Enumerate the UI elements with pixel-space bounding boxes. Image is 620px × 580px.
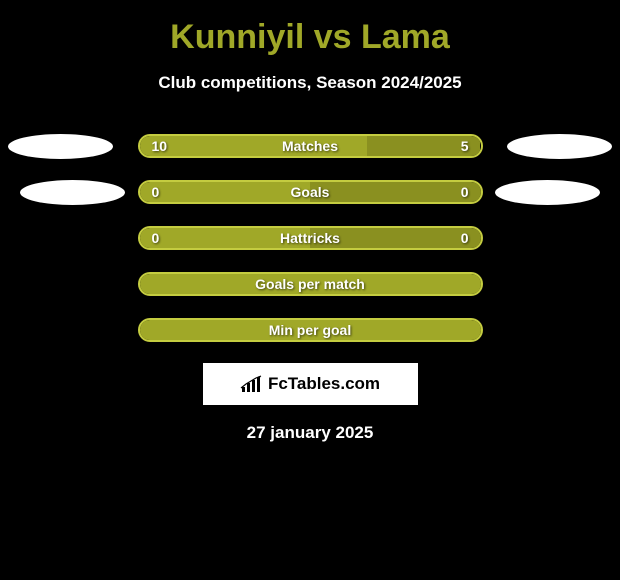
row-goals-per-match: Goals per match — [0, 261, 620, 307]
bar-goals-per-match: Goals per match — [138, 272, 483, 296]
bar-goals: 0 Goals 0 — [138, 180, 483, 204]
ellipse-right-goals — [495, 180, 600, 205]
footer-logo: FcTables.com — [240, 374, 380, 394]
label-goals-per-match: Goals per match — [255, 276, 365, 292]
label-min-per-goal: Min per goal — [269, 322, 351, 338]
value-right-goals: 0 — [461, 184, 469, 200]
comparison-chart: 10 Matches 5 0 Goals 0 0 Hattricks 0 Goa… — [0, 123, 620, 353]
page-title: Kunniyil vs Lama — [0, 0, 620, 57]
label-matches: Matches — [282, 138, 338, 154]
footer-brand-box: FcTables.com — [203, 363, 418, 405]
bar-left-goals — [140, 182, 311, 202]
ellipse-right-matches — [507, 134, 612, 159]
row-matches: 10 Matches 5 — [0, 123, 620, 169]
bar-matches: 10 Matches 5 — [138, 134, 483, 158]
row-min-per-goal: Min per goal — [0, 307, 620, 353]
page-subtitle: Club competitions, Season 2024/2025 — [0, 73, 620, 93]
footer-brand-text: FcTables.com — [268, 374, 380, 394]
value-left-goals: 0 — [152, 184, 160, 200]
row-hattricks: 0 Hattricks 0 — [0, 215, 620, 261]
chart-icon — [240, 375, 262, 393]
row-goals: 0 Goals 0 — [0, 169, 620, 215]
value-right-hattricks: 0 — [461, 230, 469, 246]
bar-right-goals — [310, 182, 481, 202]
label-hattricks: Hattricks — [280, 230, 340, 246]
value-left-matches: 10 — [152, 138, 168, 154]
bar-min-per-goal: Min per goal — [138, 318, 483, 342]
label-goals: Goals — [291, 184, 330, 200]
ellipse-left-matches — [8, 134, 113, 159]
value-right-matches: 5 — [461, 138, 469, 154]
bar-hattricks: 0 Hattricks 0 — [138, 226, 483, 250]
date-text: 27 january 2025 — [0, 423, 620, 443]
ellipse-left-goals — [20, 180, 125, 205]
value-left-hattricks: 0 — [152, 230, 160, 246]
